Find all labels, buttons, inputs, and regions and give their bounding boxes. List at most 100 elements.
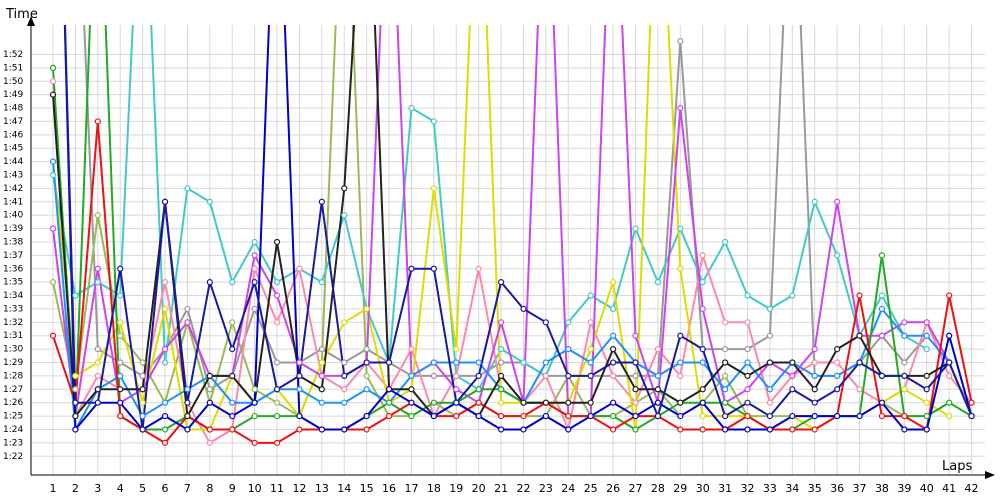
y-tick-label: 1:47 — [3, 117, 23, 127]
point — [722, 319, 729, 326]
point — [654, 412, 662, 420]
y-tick-label: 1:22 — [3, 452, 23, 462]
x-tick-label: 10 — [248, 482, 262, 495]
point — [475, 265, 482, 272]
point — [654, 372, 662, 379]
y-tick-label: 1:38 — [3, 237, 23, 247]
point — [408, 399, 415, 406]
x-tick-label: 25 — [584, 482, 598, 495]
x-tick-label: 6 — [162, 482, 169, 495]
y-tick-label: 1:29 — [3, 358, 23, 368]
series-line — [63, 25, 973, 433]
x-tick-label: 28 — [651, 482, 665, 495]
point — [341, 319, 348, 326]
point — [699, 279, 706, 286]
point — [878, 332, 886, 339]
point — [94, 399, 101, 406]
point — [497, 412, 505, 420]
x-tick-label: 37 — [853, 482, 867, 495]
y-axis-label: Time — [5, 7, 38, 22]
point — [811, 372, 818, 379]
point — [318, 426, 325, 433]
point — [273, 238, 281, 246]
x-tick-label: 23 — [539, 482, 553, 495]
y-tick-label: 1:32 — [3, 318, 23, 328]
point — [117, 412, 124, 420]
point — [587, 319, 594, 326]
plot-area — [49, 25, 975, 446]
point — [923, 426, 930, 433]
point — [923, 346, 930, 353]
point — [72, 426, 79, 433]
point — [296, 412, 303, 420]
y-tick-label: 1:46 — [3, 130, 23, 140]
point — [946, 399, 953, 406]
point — [632, 225, 639, 232]
point — [834, 346, 841, 353]
y-tick-label: 1:41 — [3, 197, 23, 207]
point — [497, 372, 505, 379]
point — [609, 426, 617, 433]
point — [430, 265, 437, 272]
point — [229, 279, 236, 286]
point — [117, 292, 124, 299]
point — [273, 279, 281, 286]
point — [632, 426, 639, 433]
point — [385, 399, 393, 406]
point — [878, 399, 886, 406]
point — [811, 198, 818, 205]
point — [497, 399, 505, 406]
point — [789, 386, 796, 393]
y-tick-label: 1:43 — [3, 171, 23, 181]
point — [766, 359, 774, 366]
point — [161, 279, 169, 286]
point — [296, 426, 303, 433]
point — [363, 412, 370, 420]
point — [251, 305, 258, 313]
x-tick-label: 42 — [965, 482, 979, 495]
point — [744, 292, 751, 299]
point — [811, 399, 818, 406]
point — [72, 372, 79, 379]
point — [632, 359, 639, 366]
point — [520, 412, 527, 420]
point — [318, 359, 325, 366]
point — [251, 252, 258, 259]
point — [49, 91, 57, 98]
point — [184, 386, 191, 393]
point — [722, 359, 729, 366]
point — [946, 372, 953, 379]
point — [609, 332, 617, 339]
point — [946, 292, 953, 299]
y-tick-label: 1:33 — [3, 304, 23, 314]
point — [161, 439, 169, 446]
x-tick-label: 11 — [270, 482, 284, 495]
point — [946, 412, 953, 420]
point — [117, 359, 124, 366]
point — [609, 305, 617, 313]
point — [117, 265, 124, 272]
point — [430, 185, 437, 192]
point — [632, 412, 639, 420]
point — [856, 412, 863, 420]
point — [475, 412, 482, 420]
point — [744, 412, 751, 420]
point — [878, 252, 886, 259]
point — [94, 386, 101, 393]
point — [766, 399, 774, 406]
point — [677, 265, 684, 272]
point — [117, 399, 124, 406]
x-tick-label: 18 — [427, 482, 441, 495]
point — [408, 412, 415, 420]
point — [677, 372, 684, 379]
point — [542, 359, 549, 366]
point — [161, 359, 169, 366]
point — [878, 412, 886, 420]
point — [184, 305, 191, 313]
point — [878, 292, 886, 299]
point — [229, 346, 236, 353]
y-tick-label: 1:40 — [3, 211, 23, 221]
point — [453, 412, 460, 420]
point — [206, 372, 213, 379]
point — [184, 185, 191, 192]
